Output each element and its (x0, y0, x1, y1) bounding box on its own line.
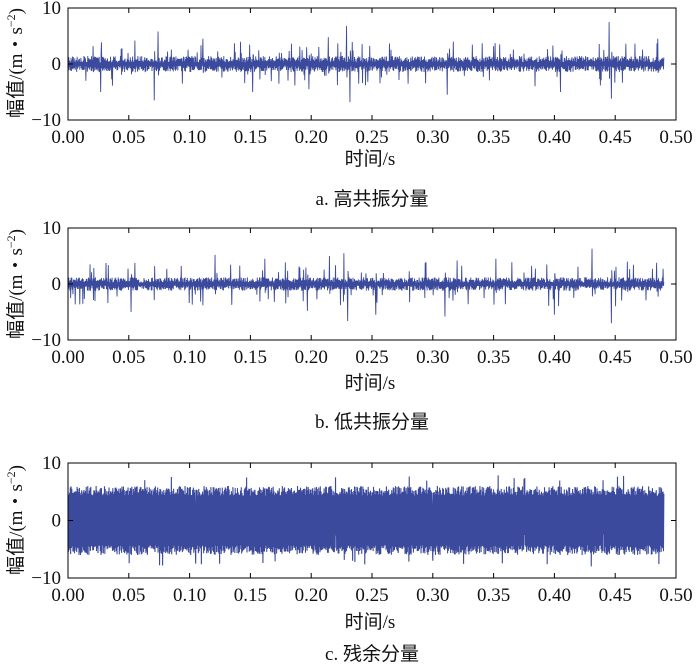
panel-c-x-tick-label: 0.50 (659, 585, 692, 606)
panel-c-x-tick-label: 0.10 (173, 585, 206, 606)
panel-c-x-tick-label: 0.30 (416, 585, 449, 606)
panel-c-x-tick-label: 0.20 (295, 585, 328, 606)
panel-a-x-tick-label: 0.25 (355, 127, 388, 148)
panel-b-xlabel: 时间/s (345, 372, 396, 394)
panel-b-x-tick-label: 0.15 (234, 347, 267, 368)
panel-c-x-tick-label: 0.40 (538, 585, 571, 606)
panel-c-signal (67, 475, 665, 567)
panel-b-y-tick-label: 0 (52, 274, 62, 295)
panel-b-signal (67, 248, 665, 324)
panel-b-x-tick-label: 0.20 (295, 347, 328, 368)
panel-a-caption: a. 高共振分量 (316, 188, 429, 210)
panel-c-xlabel: 时间/s (345, 611, 396, 633)
panel-b-x-tick-label: 0.10 (173, 347, 206, 368)
panel-c-x-tick-label: 0.15 (234, 585, 267, 606)
panel-a-signal (67, 21, 665, 103)
panel-c-axes: 0.00 0.05 0.10 0.15 0.20 0.25 0.30 0.35 0.40 0.45… (31, 453, 692, 606)
panel-a: 0.00 0.05 0.10 0.15 0.20 0.25 0.30 0.35 0.40 0.45… (4, 0, 693, 210)
panel-a-x-tick-label: 0.10 (173, 127, 206, 148)
panel-c-x-tick-label: 0.25 (355, 585, 388, 606)
panel-a-x-tick-label: 0.15 (234, 127, 267, 148)
panel-a-x-tick-label: 0.05 (112, 127, 145, 148)
panel-c-y-tick-label: −10 (31, 568, 61, 589)
panel-b-axes: 0.00 0.05 0.10 0.15 0.20 0.25 0.30 0.35 0.40 0.45… (31, 218, 692, 368)
panel-b-y-tick-label: 10 (42, 218, 61, 239)
panel-b: 0.00 0.05 0.10 0.15 0.20 0.25 0.30 0.35 0.40 0.45… (4, 218, 693, 433)
panel-b-x-tick-label: 0.30 (416, 347, 449, 368)
panel-b-x-tick-label: 0.35 (477, 347, 510, 368)
panel-c-x-tick-label: 0.35 (477, 585, 510, 606)
panel-b-y-tick-label: −10 (31, 330, 61, 351)
panel-b-x-tick-label: 0.00 (51, 347, 84, 368)
panel-a-y-tick-label: 0 (52, 54, 62, 75)
panel-a-x-tick-label: 0.45 (599, 127, 632, 148)
panel-a-x-tick-label: 0.20 (295, 127, 328, 148)
panel-a-xlabel: 时间/s (345, 148, 396, 170)
panel-a-x-tick-label: 0.35 (477, 127, 510, 148)
panel-a-ylabel: 幅值/(m・s−2) (4, 8, 27, 118)
panel-a-y-tick-label: 10 (42, 0, 61, 19)
panel-b-x-tick-label: 0.50 (659, 347, 692, 368)
panel-b-x-tick-label: 0.45 (599, 347, 632, 368)
panel-a-x-tick-label: 0.00 (51, 127, 84, 148)
panel-a-x-tick-label: 0.30 (416, 127, 449, 148)
panel-a-x-tick-label: 0.40 (538, 127, 571, 148)
panel-c-x-tick-label: 0.05 (112, 585, 145, 606)
panel-c-y-tick-label: 0 (52, 511, 62, 532)
panel-c-x-tick-label: 0.00 (51, 585, 84, 606)
panel-c: 0.00 0.05 0.10 0.15 0.20 0.25 0.30 0.35 0.40 0.45… (4, 453, 693, 665)
panel-a-y-tick-label: −10 (31, 110, 61, 131)
panel-a-x-tick-label: 0.50 (659, 127, 692, 148)
panel-c-y-tick-label: 10 (42, 453, 61, 474)
panel-c-x-tick-label: 0.45 (599, 585, 632, 606)
panel-b-x-tick-label: 0.40 (538, 347, 571, 368)
panel-a-axes: 0.00 0.05 0.10 0.15 0.20 0.25 0.30 0.35 0.40 0.45… (31, 0, 692, 148)
panel-c-ylabel: 幅值/(m・s−2) (4, 465, 27, 575)
panel-b-caption: b. 低共振分量 (315, 411, 429, 433)
panel-b-x-tick-label: 0.25 (355, 347, 388, 368)
panel-b-x-tick-label: 0.05 (112, 347, 145, 368)
panel-b-ylabel: 幅值/(m・s−2) (4, 229, 27, 339)
panel-c-caption: c. 残余分量 (325, 643, 419, 665)
